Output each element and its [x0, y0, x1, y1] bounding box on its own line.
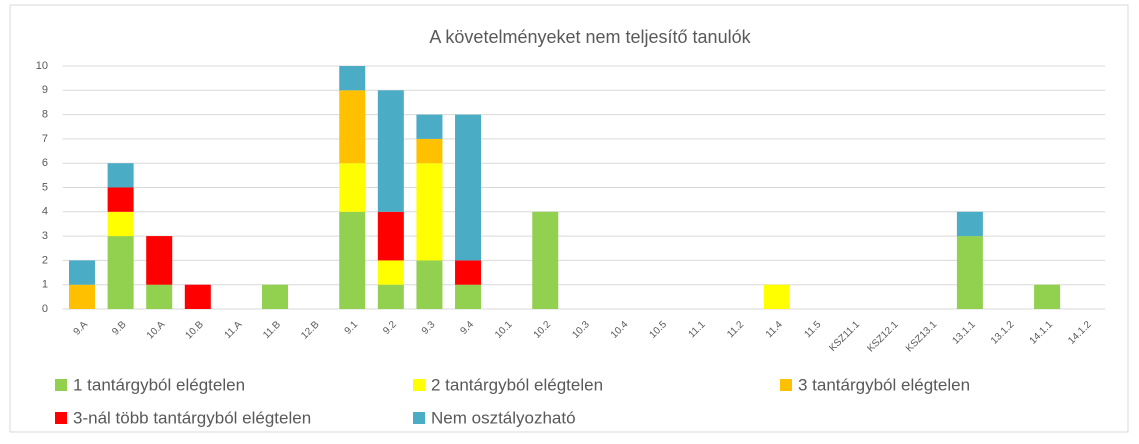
y-tick-label: 8: [42, 109, 48, 121]
legend-swatch: [780, 379, 792, 391]
y-tick-label: 5: [42, 181, 48, 193]
legend-label: 3 tantárgyból elégtelen: [798, 375, 970, 394]
bar-segment: [416, 138, 443, 164]
bar-segment: [377, 211, 404, 261]
bar-segment: [455, 284, 482, 309]
bar-segment: [956, 211, 983, 237]
bar-segment: [339, 90, 366, 164]
y-tick-label: 0: [42, 303, 48, 315]
bar-segment: [107, 163, 134, 188]
y-tick-label: 2: [42, 254, 48, 266]
chart-title: A követelményeket nem teljesítő tanulók: [429, 27, 751, 47]
bar-segment: [956, 236, 983, 309]
bar-segment: [532, 211, 559, 309]
bar-segment: [416, 260, 443, 309]
y-tick-label: 4: [42, 206, 48, 218]
bar-segment: [377, 260, 404, 285]
bar-segment: [107, 211, 134, 237]
y-tick-label: 6: [42, 157, 48, 169]
bar-segment: [455, 114, 482, 261]
bar-segment: [455, 260, 482, 285]
y-tick-label: 10: [36, 60, 48, 72]
bar-segment: [339, 211, 366, 309]
bar-segment: [763, 284, 790, 309]
bar-segment: [69, 260, 96, 285]
legend-label: 3-nál több tantárgyból elégtelen: [73, 408, 311, 427]
legend-label: 2 tantárgyból elégtelen: [431, 375, 603, 394]
y-tick-label: 9: [42, 84, 48, 96]
legend-swatch: [55, 412, 67, 424]
bar-segment: [184, 284, 211, 309]
y-tick-label: 1: [42, 279, 48, 291]
bar-segment: [1034, 284, 1061, 309]
bar-segment: [377, 284, 404, 309]
bar-segment: [416, 163, 443, 261]
bar-segment: [107, 236, 134, 309]
legend-swatch: [413, 379, 425, 391]
bar-segment: [146, 236, 173, 285]
bar-segment: [69, 284, 96, 309]
bar-segment: [377, 90, 404, 212]
y-tick-label: 7: [42, 133, 48, 145]
legend-swatch: [413, 412, 425, 424]
chart-border: [9, 4, 1129, 433]
bar-segment: [107, 187, 134, 212]
bar-segment: [146, 284, 173, 309]
legend-swatch: [55, 379, 67, 391]
legend-label: 1 tantárgyból elégtelen: [73, 375, 245, 394]
y-tick-label: 3: [42, 230, 48, 242]
bar-segment: [262, 284, 289, 309]
legend-label: Nem osztályozható: [431, 408, 576, 427]
bar-segment: [339, 163, 366, 212]
bar-segment: [416, 114, 443, 139]
bar-segment: [339, 66, 366, 91]
